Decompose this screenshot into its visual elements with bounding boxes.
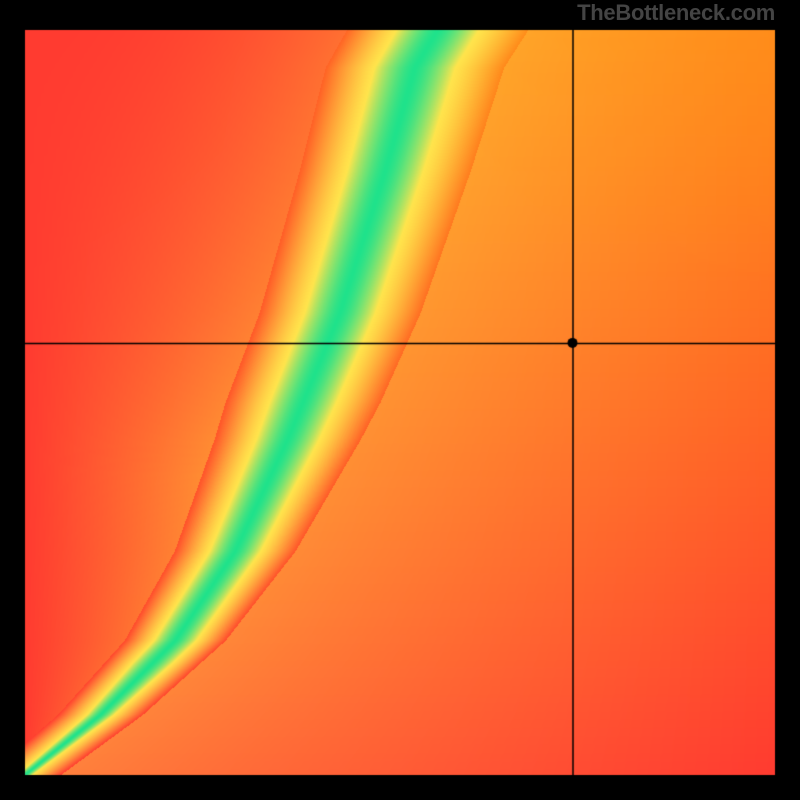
chart-container: TheBottleneck.com [0, 0, 800, 800]
attribution-label: TheBottleneck.com [577, 0, 775, 26]
bottleneck-heatmap-canvas [0, 0, 800, 800]
